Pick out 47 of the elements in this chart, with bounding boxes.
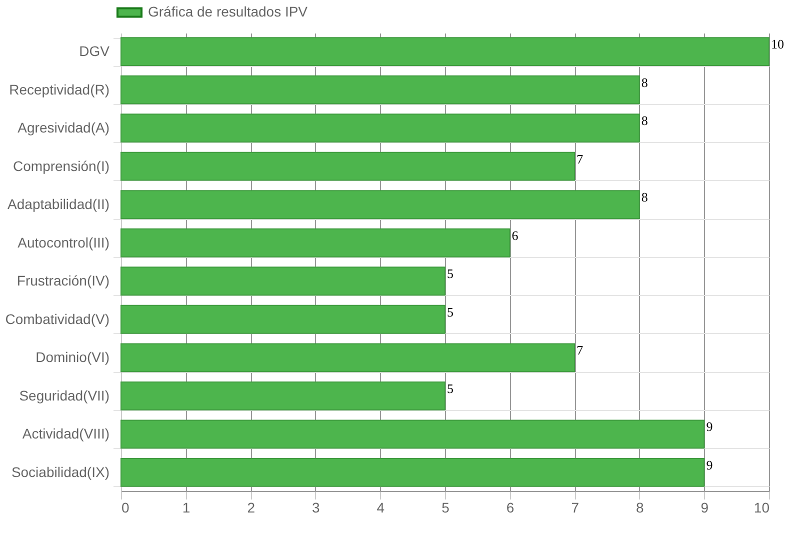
data-label: 5: [447, 380, 454, 396]
bar: [120, 458, 705, 487]
x-tick-label: 10: [754, 500, 770, 516]
data-label: 7: [576, 151, 584, 166]
x-tick-label: 1: [182, 500, 190, 516]
bar: [120, 304, 446, 334]
bar: [120, 75, 640, 104]
x-tick-label: 2: [247, 500, 256, 516]
data-label: 9: [706, 419, 713, 434]
data-label: 5: [447, 304, 454, 320]
bar: [120, 190, 640, 220]
y-tick-label: Agresividad(A): [18, 120, 110, 136]
x-tick-label: 6: [506, 500, 514, 516]
data-label: 8: [641, 74, 648, 90]
data-label: 9: [706, 457, 713, 472]
x-tick-label: 3: [312, 500, 320, 516]
y-tick-label: Receptividad(R): [9, 81, 110, 98]
y-tick-label: DGV: [79, 43, 110, 60]
bar: [120, 343, 576, 372]
data-label: 8: [641, 113, 648, 128]
bar: [120, 381, 446, 410]
data-label: 8: [641, 190, 648, 205]
x-tick-label: 5: [442, 500, 450, 516]
y-tick-label: Frustración(IV): [16, 272, 110, 289]
data-label: 7: [576, 342, 584, 358]
bar: [120, 266, 446, 296]
data-label: 10: [771, 36, 784, 52]
series-label: Gráfica de resultados IPV: [148, 4, 308, 20]
data-label: 5: [447, 266, 454, 282]
x-tick-label: 0: [122, 500, 130, 516]
y-tick-label: Autocontrol(III): [18, 234, 110, 250]
x-tick-label: 7: [571, 500, 580, 516]
y-tick-label: Sociabilidad(IX): [11, 464, 110, 480]
bar: [120, 152, 576, 181]
x-tick-label: 9: [700, 500, 709, 516]
y-tick-label: Combatividad(V): [5, 310, 110, 327]
y-tick-label: Dominio(VI): [36, 349, 110, 366]
bar: [120, 114, 640, 143]
bar: [120, 420, 705, 449]
x-tick-label: 4: [376, 500, 385, 516]
bar: [120, 228, 510, 258]
y-tick-label: Seguridad(VII): [19, 387, 110, 404]
y-tick-label: Actividad(VIII): [22, 426, 110, 442]
y-tick-label: Comprensión(I): [13, 158, 110, 174]
y-tick-label: Adaptabilidad(II): [8, 196, 110, 212]
data-label: 6: [512, 228, 519, 243]
x-tick-label: 8: [636, 500, 644, 516]
